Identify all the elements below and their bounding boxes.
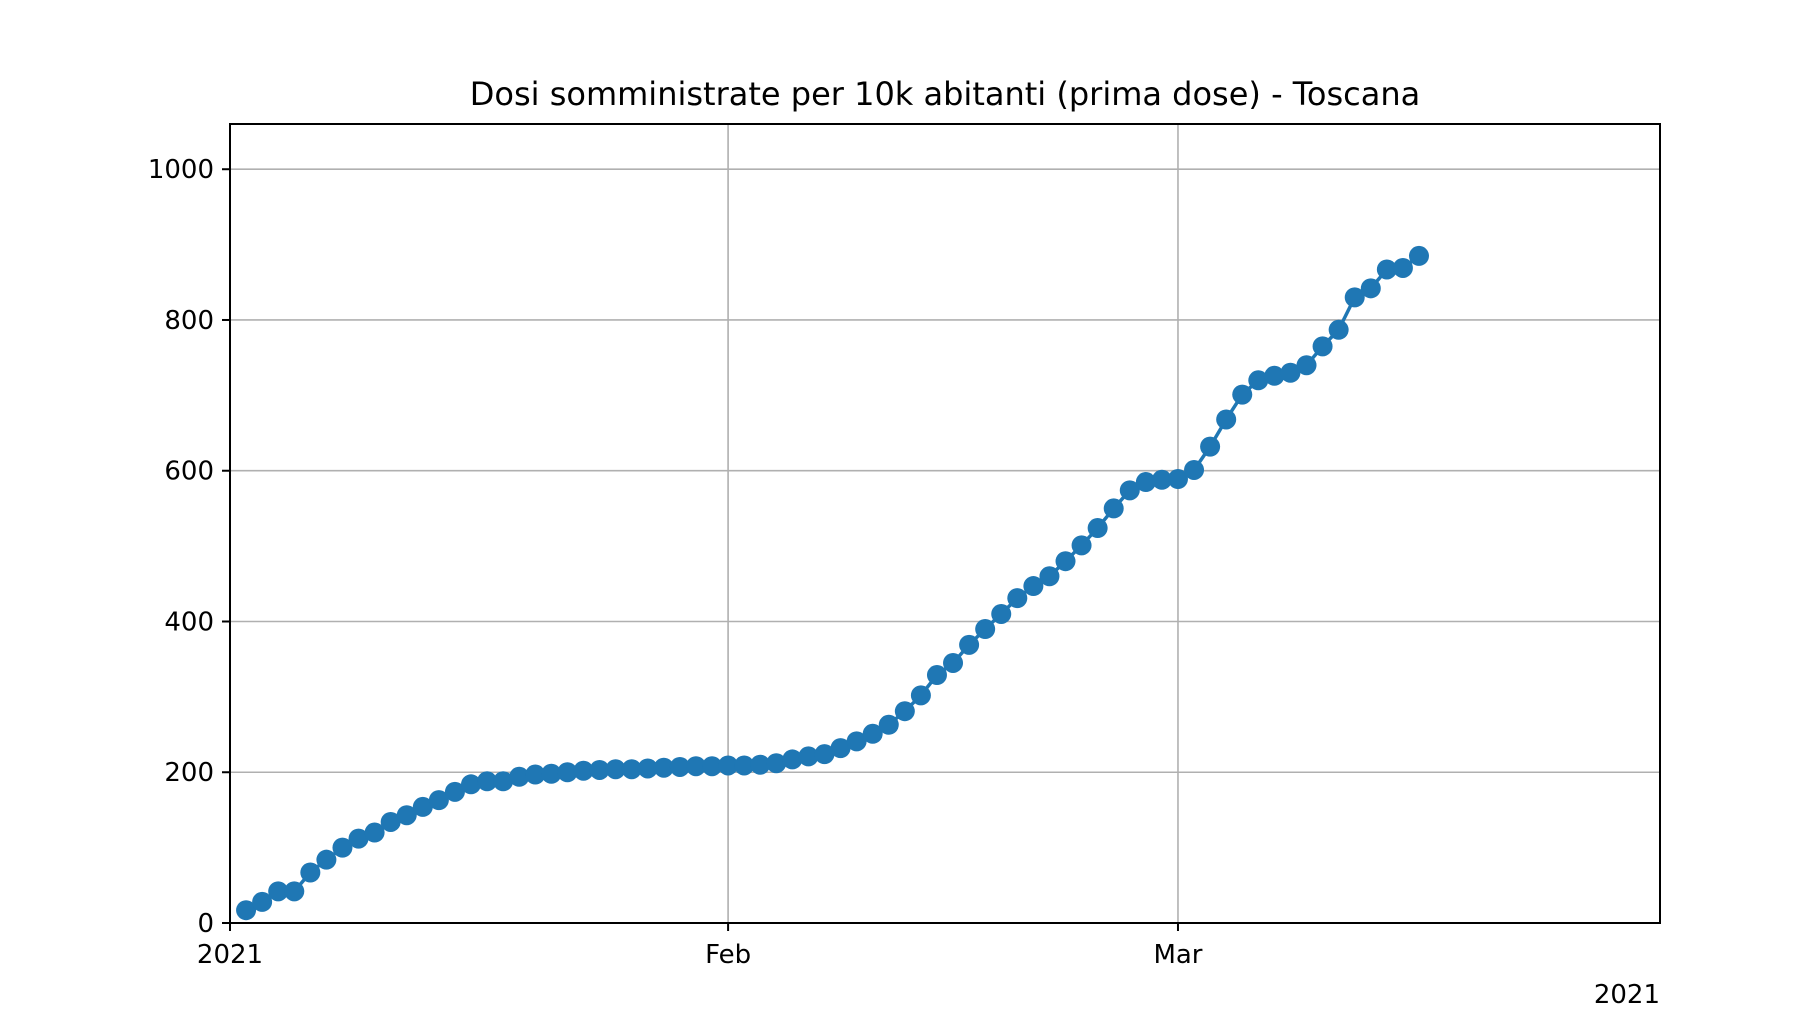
data-point <box>1328 319 1349 340</box>
data-point <box>1119 480 1140 501</box>
data-point <box>702 756 723 777</box>
y-tick-label: 1000 <box>148 155 214 185</box>
y-tick-label: 400 <box>164 607 214 637</box>
data-point <box>926 665 947 686</box>
data-point <box>910 685 931 706</box>
x-tick-label: Feb <box>705 940 751 970</box>
data-point <box>814 744 835 765</box>
y-tick-label: 200 <box>164 758 214 788</box>
data-point <box>557 762 578 783</box>
data-point <box>573 760 594 781</box>
data-point <box>1151 469 1172 490</box>
data-point <box>589 759 610 780</box>
data-point <box>268 881 289 902</box>
data-point <box>444 781 465 802</box>
data-point <box>1039 566 1060 587</box>
y-tick-label: 800 <box>164 306 214 336</box>
data-point <box>1280 362 1301 383</box>
data-point <box>685 756 706 777</box>
data-point <box>766 753 787 774</box>
data-point <box>1103 498 1124 519</box>
data-point <box>236 900 257 921</box>
tick-layer: 0 200 400 600 800 1000 2021 Feb Mar <box>148 155 1203 970</box>
chart-title: Dosi somministrate per 10k abitanti (pri… <box>470 75 1420 113</box>
y-tick-label: 600 <box>164 457 214 487</box>
data-point <box>461 774 482 795</box>
data-point <box>541 763 562 784</box>
data-point <box>1007 588 1028 609</box>
data-point <box>1312 336 1333 357</box>
data-point <box>1392 257 1413 278</box>
data-point <box>316 849 337 870</box>
x-axis-offset-label: 2021 <box>1594 980 1660 1010</box>
data-point <box>750 754 771 775</box>
data-point <box>1344 287 1365 308</box>
x-tick-label: 2021 <box>197 940 263 970</box>
data-point <box>493 771 514 792</box>
data-point <box>734 755 755 776</box>
data-point <box>798 746 819 767</box>
data-point <box>396 805 417 826</box>
data-point <box>669 756 690 777</box>
data-point <box>1232 384 1253 405</box>
data-point <box>1167 469 1188 490</box>
data-point <box>300 862 321 883</box>
y-tick-label: 0 <box>197 909 214 939</box>
data-point <box>525 764 546 785</box>
data-point <box>878 714 899 735</box>
plot-frame <box>229 123 1661 924</box>
data-point <box>894 701 915 722</box>
data-point <box>1408 245 1429 266</box>
data-point <box>332 837 353 858</box>
data-point <box>252 891 273 912</box>
data-point <box>862 723 883 744</box>
data-point <box>943 652 964 673</box>
data-point <box>1071 535 1092 556</box>
data-point <box>1184 459 1205 480</box>
data-point <box>348 828 369 849</box>
data-point <box>380 811 401 832</box>
data-point <box>1296 355 1317 376</box>
data-point <box>428 790 449 811</box>
data-point <box>477 771 498 792</box>
data-point <box>782 749 803 770</box>
data-point <box>975 619 996 640</box>
data-point <box>991 603 1012 624</box>
data-point <box>509 766 530 787</box>
data-point <box>830 738 851 759</box>
series-marker-layer <box>236 245 1429 921</box>
data-point <box>1087 518 1108 539</box>
data-point <box>718 755 739 776</box>
data-point <box>959 634 980 655</box>
data-point <box>653 757 674 778</box>
data-point <box>621 759 642 780</box>
data-point <box>1055 551 1076 572</box>
data-point <box>1376 259 1397 280</box>
data-point <box>1248 370 1269 391</box>
data-point <box>1200 436 1221 457</box>
data-point <box>1135 472 1156 493</box>
data-point <box>1360 278 1381 299</box>
data-point <box>846 731 867 752</box>
data-point <box>412 796 433 817</box>
x-tick-label: Mar <box>1153 940 1202 970</box>
data-point <box>364 822 385 843</box>
data-point <box>1264 365 1285 386</box>
data-point <box>1023 576 1044 597</box>
grid-layer <box>229 124 1660 924</box>
data-point <box>605 759 626 780</box>
data-point <box>284 881 305 902</box>
data-point <box>637 758 658 779</box>
data-point <box>1216 409 1237 430</box>
